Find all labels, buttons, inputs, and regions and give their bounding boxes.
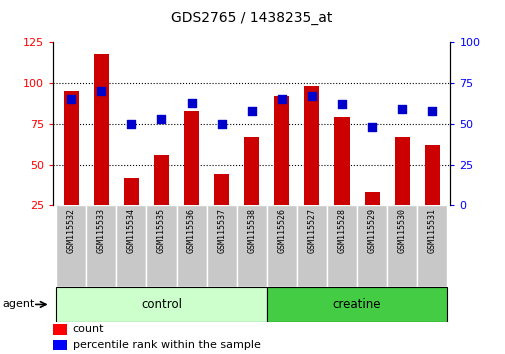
Text: GSM115535: GSM115535 — [157, 208, 166, 253]
Bar — [244, 137, 259, 205]
Text: GSM115537: GSM115537 — [217, 208, 226, 253]
Point — [187, 100, 195, 105]
Bar — [266, 287, 446, 322]
Bar — [116, 205, 146, 287]
Bar — [417, 205, 446, 287]
Bar — [124, 178, 138, 205]
Point — [97, 88, 105, 94]
Text: GSM115530: GSM115530 — [397, 208, 406, 253]
Bar — [364, 192, 379, 205]
Text: GSM115533: GSM115533 — [96, 208, 106, 253]
Bar — [64, 91, 79, 205]
Bar — [304, 86, 319, 205]
Text: creatine: creatine — [332, 298, 381, 311]
Point — [127, 121, 135, 127]
Bar — [93, 54, 109, 205]
Text: count: count — [73, 324, 104, 335]
Point — [397, 107, 406, 112]
Bar — [236, 205, 266, 287]
Bar — [184, 111, 198, 205]
Bar — [357, 205, 386, 287]
Text: GSM115528: GSM115528 — [337, 208, 346, 253]
Point — [247, 108, 256, 114]
Bar — [176, 205, 206, 287]
Text: GDS2765 / 1438235_at: GDS2765 / 1438235_at — [171, 11, 332, 25]
Bar — [326, 205, 357, 287]
Point — [427, 108, 435, 114]
Bar — [424, 145, 439, 205]
Bar — [214, 175, 229, 205]
Text: percentile rank within the sample: percentile rank within the sample — [73, 340, 260, 350]
Point — [277, 97, 285, 102]
Bar — [266, 205, 296, 287]
Bar — [274, 96, 289, 205]
Bar — [56, 287, 266, 322]
Bar — [56, 205, 86, 287]
Text: GSM115529: GSM115529 — [367, 208, 376, 253]
Point — [217, 121, 225, 127]
Point — [67, 97, 75, 102]
Point — [367, 124, 375, 130]
Text: GSM115531: GSM115531 — [427, 208, 436, 253]
Point — [157, 116, 165, 122]
Bar — [386, 205, 417, 287]
Text: control: control — [141, 298, 182, 311]
Point — [337, 102, 345, 107]
Text: GSM115534: GSM115534 — [127, 208, 136, 253]
Text: GSM115526: GSM115526 — [277, 208, 286, 253]
Text: GSM115538: GSM115538 — [247, 208, 256, 253]
Text: agent: agent — [3, 299, 35, 309]
Text: GSM115536: GSM115536 — [187, 208, 195, 253]
Bar — [296, 205, 326, 287]
Bar — [86, 205, 116, 287]
Bar — [146, 205, 176, 287]
Bar — [154, 155, 169, 205]
Text: GSM115527: GSM115527 — [307, 208, 316, 253]
Bar — [53, 324, 67, 335]
Bar — [394, 137, 409, 205]
Bar — [53, 339, 67, 350]
Bar — [206, 205, 236, 287]
Bar — [334, 118, 349, 205]
Point — [307, 93, 315, 99]
Text: GSM115532: GSM115532 — [67, 208, 76, 253]
